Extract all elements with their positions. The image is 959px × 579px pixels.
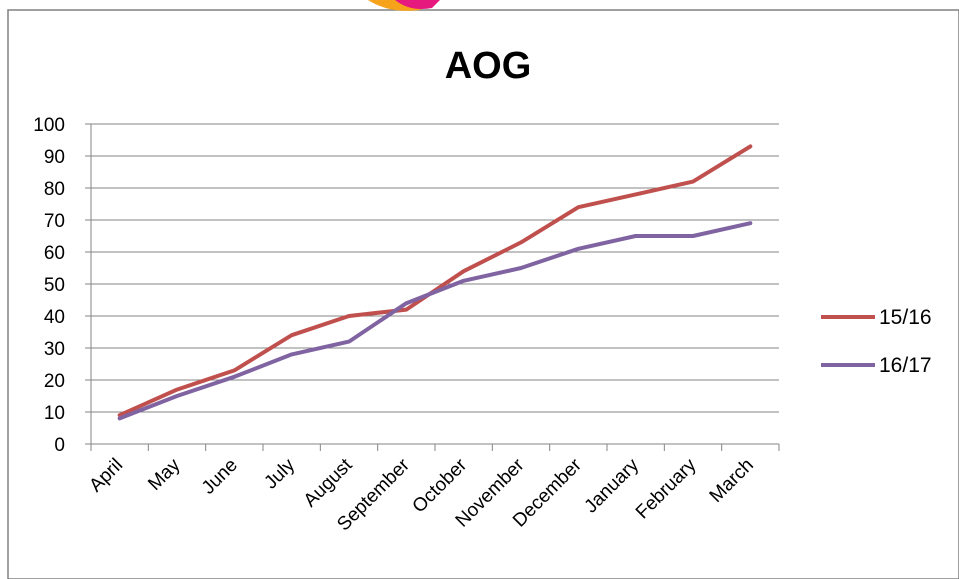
y-tick-label: 20 [44, 371, 65, 392]
y-tick-label: 40 [44, 307, 65, 328]
y-tick-label: 50 [44, 275, 65, 296]
gridlines [91, 123, 779, 413]
y-tick-label: 10 [44, 403, 65, 424]
y-tick-label: 60 [44, 243, 65, 264]
y-tick-label: 70 [44, 211, 65, 232]
axes [85, 123, 780, 451]
y-tick-labels: 0 10 20 30 40 50 60 70 80 90 100 [33, 115, 65, 456]
y-tick-label: 30 [44, 339, 65, 360]
y-tick-label: 80 [44, 179, 65, 200]
chart-title: AOG [445, 45, 532, 87]
legend-label: 16/17 [879, 354, 932, 377]
series-lines [117, 144, 753, 421]
y-tick-label: 90 [44, 147, 65, 168]
y-tick-label: 0 [54, 435, 65, 456]
legend-label: 15/16 [879, 306, 932, 329]
y-tick-label: 100 [33, 115, 65, 136]
legend: 15/16 16/17 [821, 306, 932, 377]
logo-arc-icon [368, 0, 440, 11]
series-line [117, 221, 753, 421]
chart-border [7, 9, 959, 579]
